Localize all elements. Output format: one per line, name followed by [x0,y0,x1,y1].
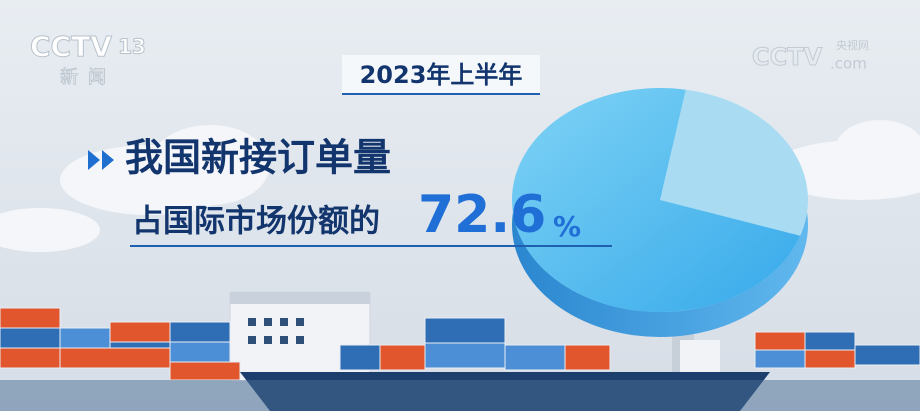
logo-number: 13 [118,35,146,59]
period-box [342,55,540,95]
subline: 占国际市场份额的 [132,204,380,240]
pie [512,88,808,337]
watermark-brand: CCTV [752,43,823,71]
watermark-site: .com [830,55,867,73]
pie-slice [512,88,801,313]
containers [0,307,920,381]
logo-channel: CCTV [30,30,112,63]
value: 72.6 [418,185,546,245]
clouds [0,120,920,252]
headline: 我国新接订单量 [125,136,391,180]
logo-name: 新闻 [60,67,116,88]
water [0,380,920,411]
chevrons [88,150,114,170]
tower [680,340,720,375]
period: 2023年上半年 [360,61,523,89]
unit: % [553,210,581,243]
watermark-site-cn: 央视网 [836,38,869,52]
